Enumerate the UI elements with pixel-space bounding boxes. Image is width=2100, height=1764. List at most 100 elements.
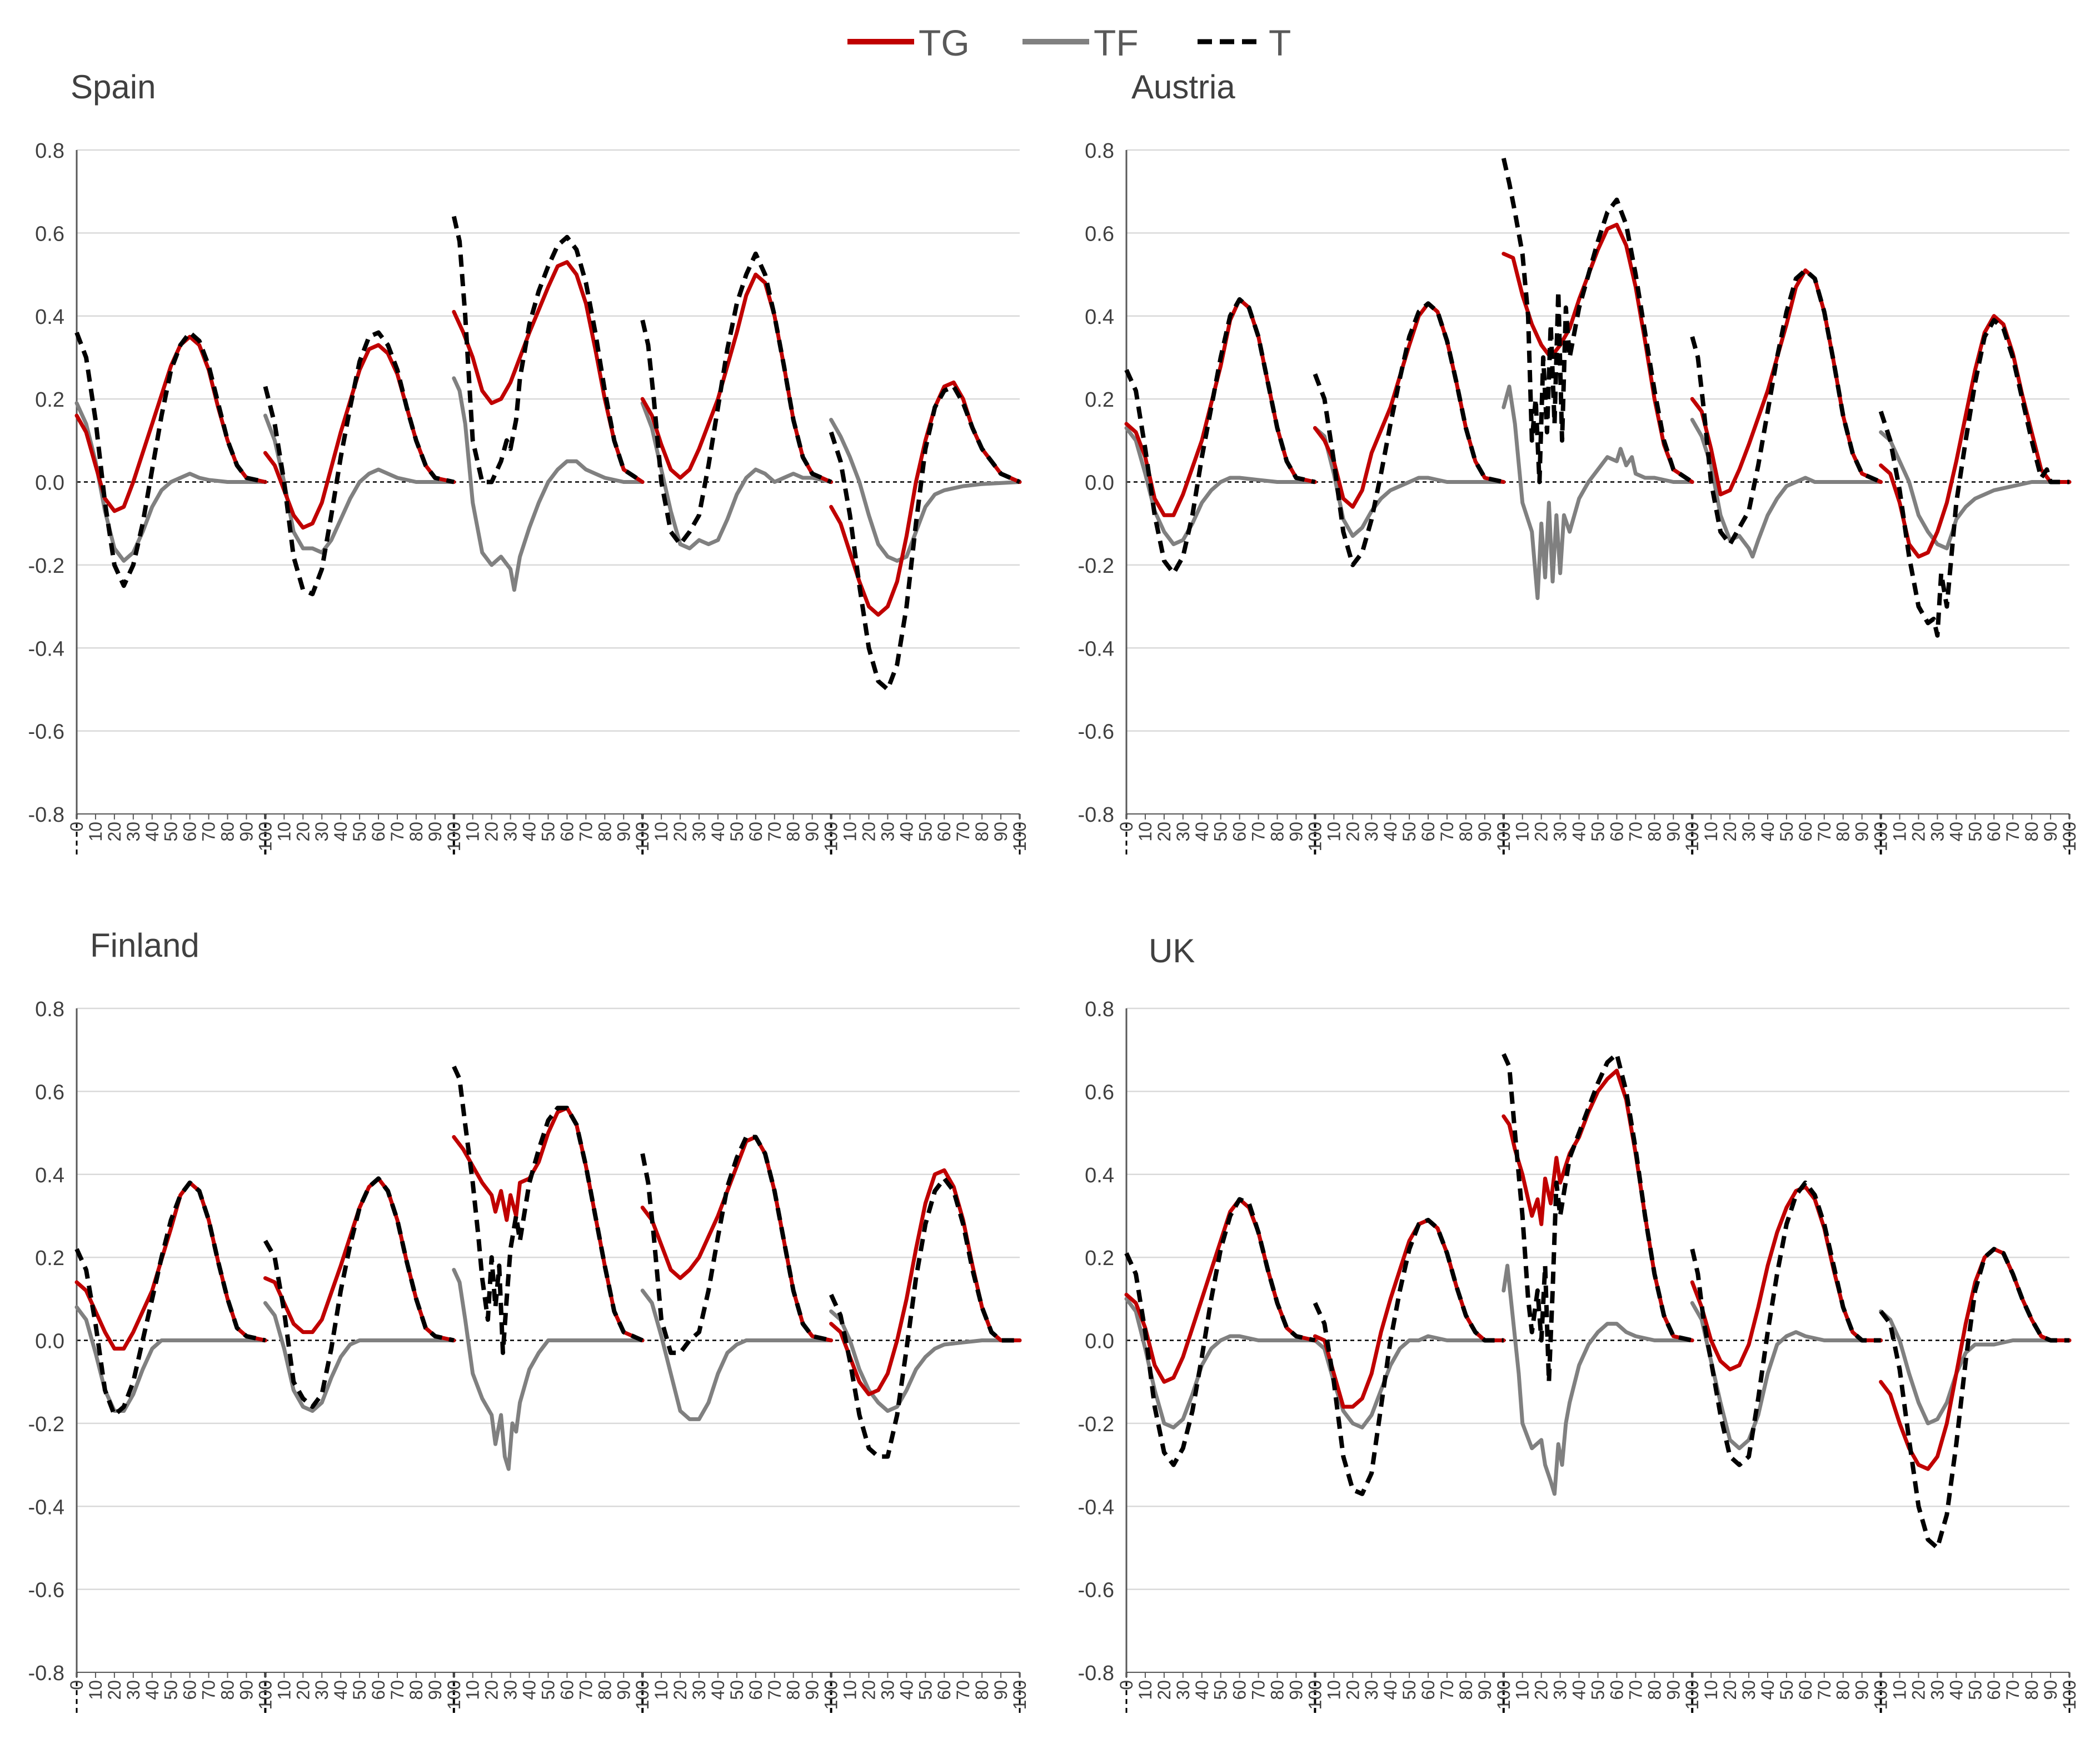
x-tick-label: 90 (1663, 822, 1683, 842)
series-tf-line (1502, 1263, 1694, 1496)
series-tg-line (263, 1176, 456, 1342)
x-tick-label: 100 (1494, 1680, 1514, 1710)
x-tick-label: 40 (1946, 822, 1966, 842)
chart-finland: 0.80.60.40.20.0-0.2-0.4-0.6-0.8 010203040… (28, 998, 1030, 1714)
x-tick-label: 60 (1418, 1680, 1438, 1700)
x-tick-label: 10 (651, 1680, 671, 1700)
x-tick-label: 30 (877, 822, 897, 842)
series-tf-line (1690, 418, 1883, 559)
y-tick-label: 0.4 (1085, 306, 1114, 329)
x-tick-label: 50 (1211, 1680, 1231, 1700)
chart-uk: 0.80.60.40.20.0-0.2-0.4-0.6-0.8 010203040… (1078, 998, 2079, 1714)
x-tick-label: 50 (1965, 822, 1985, 842)
series-tf-line (452, 1268, 645, 1471)
x-tick-label: 70 (199, 1680, 219, 1700)
x-tick-label: 60 (746, 822, 766, 842)
series-tf-line (1879, 430, 2072, 551)
x-tick-label: 10 (86, 822, 106, 842)
x-tick-label: 100 (1010, 822, 1030, 851)
y-tick-label: -0.8 (28, 1662, 64, 1685)
y-tick-label: 0.4 (35, 306, 64, 329)
series-tf-line (74, 401, 267, 563)
panel-finland: Finland 0.8 0.6 0.4 0.2 0.0 -0.2 -0.4 -0.6 -0.8 0… (0, 858, 1050, 1714)
series-t-line (263, 1176, 455, 1409)
x-tick-label: 90 (802, 822, 822, 842)
x-tick-label: 10 (463, 1680, 483, 1700)
x-tick-label: 60 (368, 1680, 388, 1700)
x-tick-label: 20 (104, 822, 124, 842)
x-tick-label: 80 (406, 822, 426, 842)
series-t-line (1313, 301, 1504, 567)
y-tick-label: 0.8 (1085, 139, 1114, 163)
x-tick-label: 20 (1720, 822, 1740, 842)
series-tg-line (640, 1135, 834, 1342)
x-tick-label: 50 (1777, 822, 1797, 842)
y-tick-label: -0.2 (28, 1413, 64, 1436)
y-tick-label: 0.6 (1085, 222, 1114, 246)
series-t-line (1124, 297, 1316, 576)
x-tick-label: 50 (350, 1680, 370, 1700)
x-tick-label: 30 (1739, 822, 1759, 842)
panel-title: UK (1149, 932, 1195, 970)
x-tick-label: 0 (67, 1680, 87, 1690)
x-tick-label: 0 (1305, 822, 1325, 832)
x-tick-label: 60 (180, 822, 200, 842)
x-tick-label: 20 (670, 822, 690, 842)
x-tick-label: 70 (2003, 822, 2023, 842)
x-tick-label: 70 (2003, 1680, 2023, 1700)
x-tick-label: 100 (255, 822, 275, 851)
x-tick-label: 0 (632, 822, 652, 832)
x-tick-label: 90 (2041, 822, 2061, 842)
series-tf-line (1879, 1309, 2072, 1426)
x-tick-label: 10 (1890, 822, 1910, 842)
panel-title: Austria (1131, 68, 1235, 106)
x-tick-label: 20 (1343, 822, 1363, 842)
x-tick-label: 10 (274, 1680, 294, 1700)
series-tg-line (74, 334, 267, 513)
x-tick-label: 30 (1739, 1680, 1759, 1700)
series-t-line (451, 216, 644, 484)
x-tick-label: 20 (1532, 822, 1552, 842)
legend-label: TG (919, 22, 970, 63)
y-tick-label: 0.8 (1085, 998, 1114, 1021)
y-tick-label: 0.6 (35, 222, 64, 246)
x-tick-label: 90 (425, 1680, 445, 1700)
x-tick-label: 10 (1513, 1680, 1533, 1700)
x-tick-label: 30 (1361, 822, 1381, 842)
x-tick-label: 40 (708, 1680, 728, 1700)
y-tick-label: -0.2 (1078, 554, 1114, 578)
y-tick-label: 0.2 (1085, 1247, 1114, 1270)
x-tick-label: 60 (557, 822, 577, 842)
x-tick-label: 50 (538, 822, 558, 842)
x-tick-label: 70 (387, 822, 407, 842)
y-tick-label: -0.6 (28, 721, 64, 744)
y-tick-label: 0.6 (1085, 1081, 1114, 1104)
x-tick-label: 40 (142, 1680, 162, 1700)
y-tick-label: 0.8 (35, 139, 64, 163)
x-tick-label: 30 (1173, 1680, 1193, 1700)
y-tick-label: -0.4 (1078, 1496, 1114, 1519)
x-tick-label: 50 (1588, 822, 1608, 842)
x-tick-label: 60 (1607, 822, 1627, 842)
x-tick-label: 20 (1532, 1680, 1552, 1700)
x-tick-label: 100 (821, 1680, 841, 1710)
x-tick-label: 80 (2022, 1680, 2042, 1700)
y-tick-label: 0.4 (35, 1164, 64, 1187)
x-tick-label: 80 (1833, 822, 1853, 842)
series-tg-line (829, 380, 1022, 617)
x-tick-label: 60 (1984, 1680, 2004, 1700)
y-tick-label: -0.4 (1078, 637, 1114, 661)
x-tick-label: 90 (236, 822, 256, 842)
legend-item-tg: TG (847, 22, 970, 63)
x-tick-label: 70 (1625, 1680, 1645, 1700)
x-tick-label: 30 (501, 822, 521, 842)
y-tick-label: 0.0 (35, 472, 64, 495)
x-tick-label: 0 (1116, 1680, 1136, 1690)
y-tick-label: 0.6 (35, 1081, 64, 1104)
x-tick-label: 50 (538, 1680, 558, 1700)
x-tick-label: 0 (1305, 1680, 1325, 1690)
x-tick-label: 0 (67, 822, 87, 832)
series-tg-line (452, 260, 645, 484)
x-tick-label: 80 (1456, 822, 1476, 842)
x-tick-label: 70 (1437, 822, 1457, 842)
